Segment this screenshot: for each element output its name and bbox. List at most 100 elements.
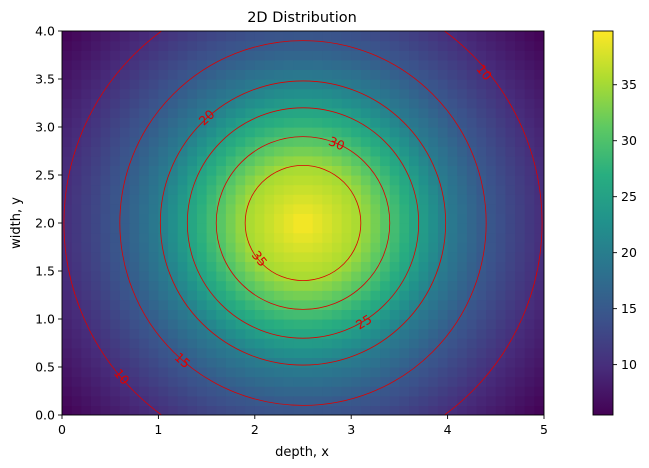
heat-cell [389, 405, 400, 415]
colorbar-frame [592, 30, 614, 416]
heat-cell [428, 386, 439, 397]
heat-cell [418, 194, 429, 205]
heat-cell [409, 107, 420, 118]
heat-cell [62, 31, 73, 42]
heat-cell [81, 357, 92, 368]
heat-cell [437, 223, 449, 234]
heat-cell [158, 213, 169, 224]
heat-cell [534, 271, 544, 282]
heat-cell [322, 98, 333, 109]
heat-cell [380, 386, 391, 397]
heat-cell [331, 79, 343, 90]
heat-cell [187, 319, 198, 330]
heat-cell [293, 328, 304, 339]
heat-cell [139, 203, 150, 214]
heat-cell [235, 146, 246, 157]
heat-cell [370, 175, 381, 186]
heat-cell [399, 184, 410, 195]
heat-cell [71, 223, 82, 234]
heat-cell [331, 319, 343, 330]
heat-cell [312, 251, 323, 262]
heat-cell [437, 117, 449, 128]
heat-cell [466, 69, 478, 80]
heat-cell [476, 271, 487, 282]
heat-cell [139, 376, 150, 387]
heat-cell [466, 328, 478, 339]
heat-cell [303, 165, 314, 176]
heat-cell [158, 309, 169, 320]
heat-cell [351, 309, 362, 320]
heat-cell [476, 357, 487, 368]
heat-cell [62, 251, 73, 262]
heat-cell [100, 146, 111, 157]
heat-cell [495, 184, 507, 195]
heat-cell [322, 290, 333, 301]
heat-cell [196, 223, 208, 234]
heat-cell [206, 136, 217, 147]
heat-cell [196, 50, 208, 61]
heat-cell [418, 242, 429, 253]
heat-cell [437, 261, 449, 272]
heat-cell [254, 184, 266, 195]
heat-cell [158, 50, 169, 61]
heat-cell [81, 50, 92, 61]
heat-cell [119, 290, 131, 301]
heat-cell [100, 98, 111, 109]
heat-cell [100, 309, 111, 320]
heat-cell [466, 117, 478, 128]
heat-cell [196, 405, 208, 415]
heat-cell [447, 338, 458, 349]
heat-cell [274, 50, 285, 61]
heat-cell [495, 242, 507, 253]
heat-cell [505, 223, 516, 234]
heat-cell [216, 175, 227, 186]
heat-cell [303, 117, 314, 128]
heat-cell [351, 50, 362, 61]
heat-cell [524, 386, 535, 397]
heat-cell [505, 40, 516, 51]
heat-cell [505, 31, 516, 42]
heat-cell [254, 251, 266, 262]
heat-cell [534, 290, 544, 301]
heat-cell [216, 203, 227, 214]
heat-cell [90, 347, 102, 358]
heat-cell [62, 405, 73, 415]
heat-cell [168, 223, 179, 234]
heat-cell [225, 40, 237, 51]
heat-cell [274, 328, 285, 339]
heat-cell [418, 271, 429, 282]
heat-cell [119, 251, 131, 262]
heat-cell [274, 203, 285, 214]
heat-cell [177, 242, 188, 253]
heat-cell [486, 242, 497, 253]
heat-cell [283, 127, 294, 138]
heat-cell [360, 251, 372, 262]
heat-cell [476, 88, 487, 99]
heat-cell [399, 107, 410, 118]
heat-cell [254, 155, 266, 166]
heat-cell [71, 50, 82, 61]
heat-cell [100, 299, 111, 310]
heat-cell [524, 79, 535, 90]
heat-cell [331, 357, 343, 368]
heat-cell [90, 338, 102, 349]
heat-cell [187, 59, 198, 70]
heat-cell [534, 59, 544, 70]
heat-cell [293, 203, 304, 214]
heat-cell [235, 338, 246, 349]
heat-cell [110, 251, 121, 262]
heat-cell [399, 175, 410, 186]
heat-cell [534, 184, 544, 195]
heat-cell [466, 232, 478, 243]
heat-cell [418, 290, 429, 301]
heat-cell [100, 136, 111, 147]
heat-cell [322, 31, 333, 42]
heat-cell [437, 242, 449, 253]
heat-cell [437, 40, 449, 51]
heat-cell [360, 31, 372, 42]
heat-cell [148, 338, 159, 349]
heat-cell [515, 223, 526, 234]
heat-cell [370, 223, 381, 234]
heat-cell [81, 69, 92, 80]
y-tick-label: 3.5 [35, 72, 55, 87]
